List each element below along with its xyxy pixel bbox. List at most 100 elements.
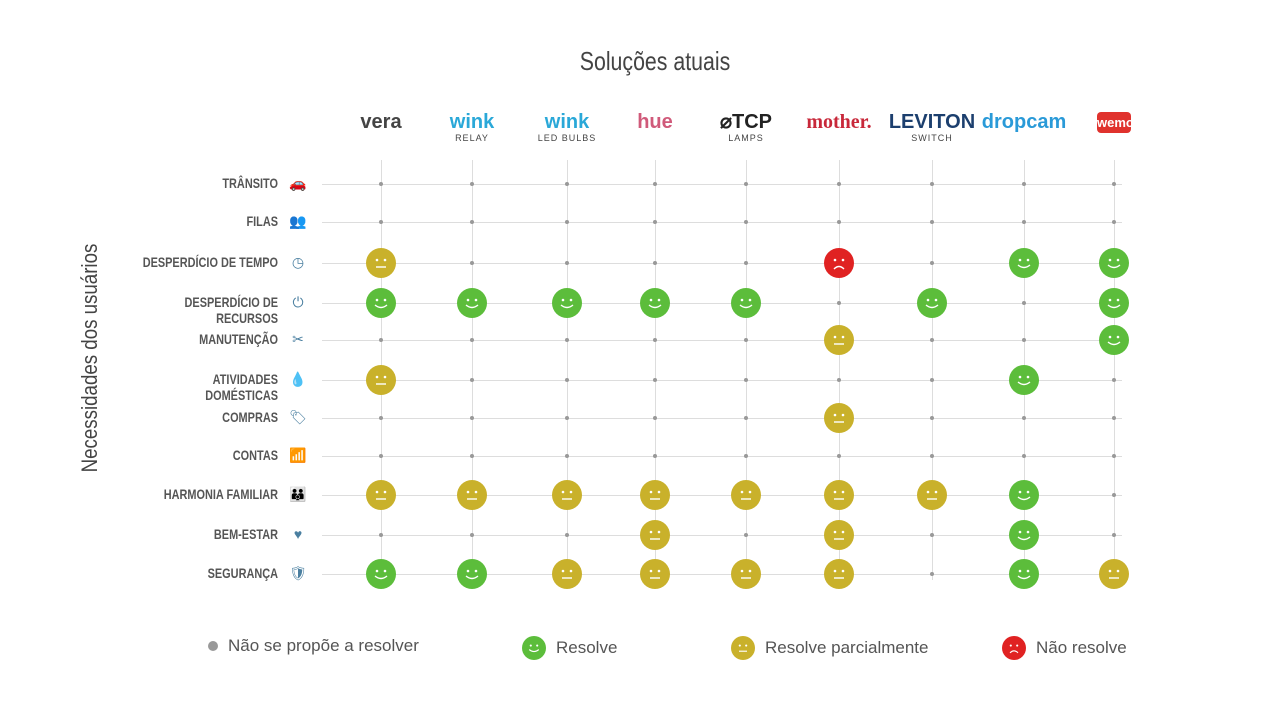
dot-icon (379, 220, 383, 224)
empty-dot (1009, 288, 1039, 318)
dot-icon (470, 182, 474, 186)
empty-dot (731, 441, 761, 471)
smiley-face-icon (1009, 559, 1039, 589)
dot-icon (565, 220, 569, 224)
resolve-face (1099, 248, 1129, 278)
empty-dot (366, 520, 396, 550)
empty-dot (917, 325, 947, 355)
empty-dot (457, 403, 487, 433)
resolve-face (457, 288, 487, 318)
dot-icon (653, 182, 657, 186)
dot-icon (653, 378, 657, 382)
legend-label: Não se propõe a resolver (228, 636, 419, 655)
dot-icon (470, 338, 474, 342)
need-label: HARMONIA FAMILIAR (163, 486, 278, 502)
empty-dot (1009, 207, 1039, 237)
smiley-face-icon (1099, 288, 1129, 318)
dot-icon (379, 338, 383, 342)
row-line (322, 418, 1122, 419)
partial-face (824, 403, 854, 433)
dot-icon (1112, 182, 1116, 186)
empty-dot (1009, 325, 1039, 355)
partial-face (640, 520, 670, 550)
column-line (746, 160, 747, 580)
dot-icon (1022, 454, 1026, 458)
smiley-face-icon (1099, 248, 1129, 278)
resolve-face (366, 559, 396, 589)
smiley-face-icon (457, 559, 487, 589)
dot-icon (930, 261, 934, 265)
empty-dot (640, 403, 670, 433)
partial-face (552, 559, 582, 589)
queue-icon: 👥 (289, 213, 307, 229)
dot-icon (744, 338, 748, 342)
dot-icon (930, 572, 934, 576)
dot-icon (744, 416, 748, 420)
empty-dot (1099, 169, 1129, 199)
empty-dot (824, 207, 854, 237)
dot-icon (837, 454, 841, 458)
dot-icon (565, 416, 569, 420)
dot-icon (208, 641, 218, 651)
empty-dot (457, 441, 487, 471)
empty-dot (731, 365, 761, 395)
empty-dot (731, 403, 761, 433)
dot-icon (653, 454, 657, 458)
resolve-face (366, 288, 396, 318)
empty-dot (640, 248, 670, 278)
row-line (322, 263, 1122, 264)
neutral-face-icon (366, 248, 396, 278)
need-label: COMPRAS (222, 409, 278, 425)
dot-icon (470, 416, 474, 420)
dot-icon (379, 182, 383, 186)
dot-icon (837, 301, 841, 305)
smiley-face-icon (1009, 365, 1039, 395)
empty-dot (366, 325, 396, 355)
empty-dot (917, 520, 947, 550)
logo-subtitle: RELAY (455, 133, 489, 143)
dot-icon (1022, 301, 1026, 305)
no-resolve-face (824, 248, 854, 278)
empty-dot (824, 169, 854, 199)
smiley-face-icon (366, 559, 396, 589)
smiley-face-icon (1099, 325, 1129, 355)
dot-icon (1112, 416, 1116, 420)
legend-item-resolve: Resolve (522, 636, 617, 660)
legend-item-no: Não resolve (1002, 636, 1127, 660)
dot-icon (565, 338, 569, 342)
resolve-face (640, 288, 670, 318)
solution-logo-mother: mother. (794, 112, 884, 132)
empty-dot (1009, 403, 1039, 433)
dot-icon (1022, 416, 1026, 420)
dot-icon (653, 338, 657, 342)
logo-name: mother. (806, 111, 872, 133)
solution-logo-leviton: LEVITON SWITCH (887, 112, 977, 143)
face-icon (731, 636, 755, 660)
logo-name: hue (637, 111, 673, 133)
empty-dot (917, 365, 947, 395)
empty-dot (457, 365, 487, 395)
dot-icon (565, 182, 569, 186)
neutral-face-icon (917, 480, 947, 510)
chart-title: Soluções atuais (579, 46, 731, 76)
empty-dot (552, 169, 582, 199)
dot-icon (744, 261, 748, 265)
face-icon (1002, 636, 1026, 660)
dot-icon (470, 454, 474, 458)
dot-icon (837, 378, 841, 382)
empty-dot (366, 403, 396, 433)
chart-icon: 📶 (289, 447, 307, 463)
empty-dot (731, 520, 761, 550)
dot-icon (379, 416, 383, 420)
solution-logo-dropcam: dropcam (979, 112, 1069, 132)
dot-icon (930, 220, 934, 224)
dot-icon (930, 416, 934, 420)
logo-name: LEVITON (888, 111, 976, 133)
plug-icon: ⏻ (292, 294, 304, 310)
neutral-face-icon (824, 403, 854, 433)
dot-icon (930, 378, 934, 382)
legend-item-partial: Resolve parcialmente (731, 636, 928, 660)
logo-subtitle: SWITCH (911, 133, 953, 143)
logo-subtitle: LAMPS (728, 133, 764, 143)
empty-dot (552, 520, 582, 550)
